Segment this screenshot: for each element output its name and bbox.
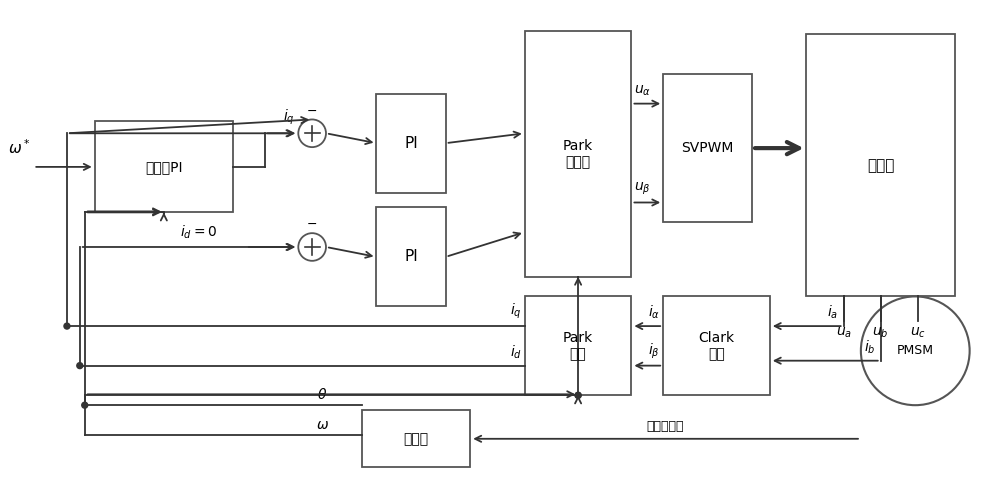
Text: $\omega$: $\omega$ [316, 418, 329, 432]
Bar [525, 296, 631, 395]
Circle shape [575, 392, 581, 398]
Bar [376, 208, 446, 307]
Text: $-$: $-$ [306, 217, 317, 230]
Text: 逆变器: 逆变器 [867, 158, 894, 173]
Text: $i_b$: $i_b$ [864, 338, 876, 356]
Text: PI: PI [404, 249, 418, 264]
Text: $i_q$: $i_q$ [283, 108, 294, 127]
Text: $u_\beta$: $u_\beta$ [634, 180, 651, 197]
Text: 传感器: 传感器 [403, 432, 429, 446]
Circle shape [298, 233, 326, 261]
Bar [95, 122, 233, 213]
Bar [663, 296, 770, 395]
Text: Park
变换: Park 变换 [563, 331, 593, 361]
Circle shape [77, 363, 83, 369]
Text: $u_\alpha$: $u_\alpha$ [634, 83, 652, 98]
Text: 分数阶PI: 分数阶PI [145, 160, 183, 174]
Text: Park
逆变换: Park 逆变换 [563, 139, 593, 169]
Circle shape [575, 392, 581, 398]
Text: $i_\beta$: $i_\beta$ [648, 341, 660, 361]
Text: $i_d$: $i_d$ [510, 343, 522, 361]
Text: $u_c$: $u_c$ [910, 326, 926, 340]
Text: $i_a$: $i_a$ [827, 304, 839, 321]
Text: $\omega^*$: $\omega^*$ [8, 138, 31, 157]
Bar [806, 34, 955, 296]
Bar [376, 94, 446, 192]
Text: SVPWM: SVPWM [681, 141, 734, 155]
Text: Clark
变换: Clark 变换 [698, 331, 735, 361]
Text: $i_q$: $i_q$ [510, 302, 522, 321]
Text: $u_b$: $u_b$ [872, 326, 889, 340]
Text: $i_d = 0$: $i_d = 0$ [180, 224, 217, 241]
Text: PI: PI [404, 136, 418, 151]
Text: $\theta$: $\theta$ [317, 387, 327, 402]
Text: $u_a$: $u_a$ [836, 326, 852, 340]
Text: PMSM: PMSM [897, 344, 934, 357]
Circle shape [861, 296, 970, 405]
Text: $-$: $-$ [306, 103, 317, 117]
Bar [663, 74, 752, 222]
Bar [525, 31, 631, 277]
Bar [362, 410, 470, 467]
Circle shape [82, 402, 88, 408]
Text: 传感器信息: 传感器信息 [647, 420, 684, 433]
Circle shape [298, 120, 326, 147]
Circle shape [64, 323, 70, 329]
Text: $i_\alpha$: $i_\alpha$ [648, 304, 660, 321]
